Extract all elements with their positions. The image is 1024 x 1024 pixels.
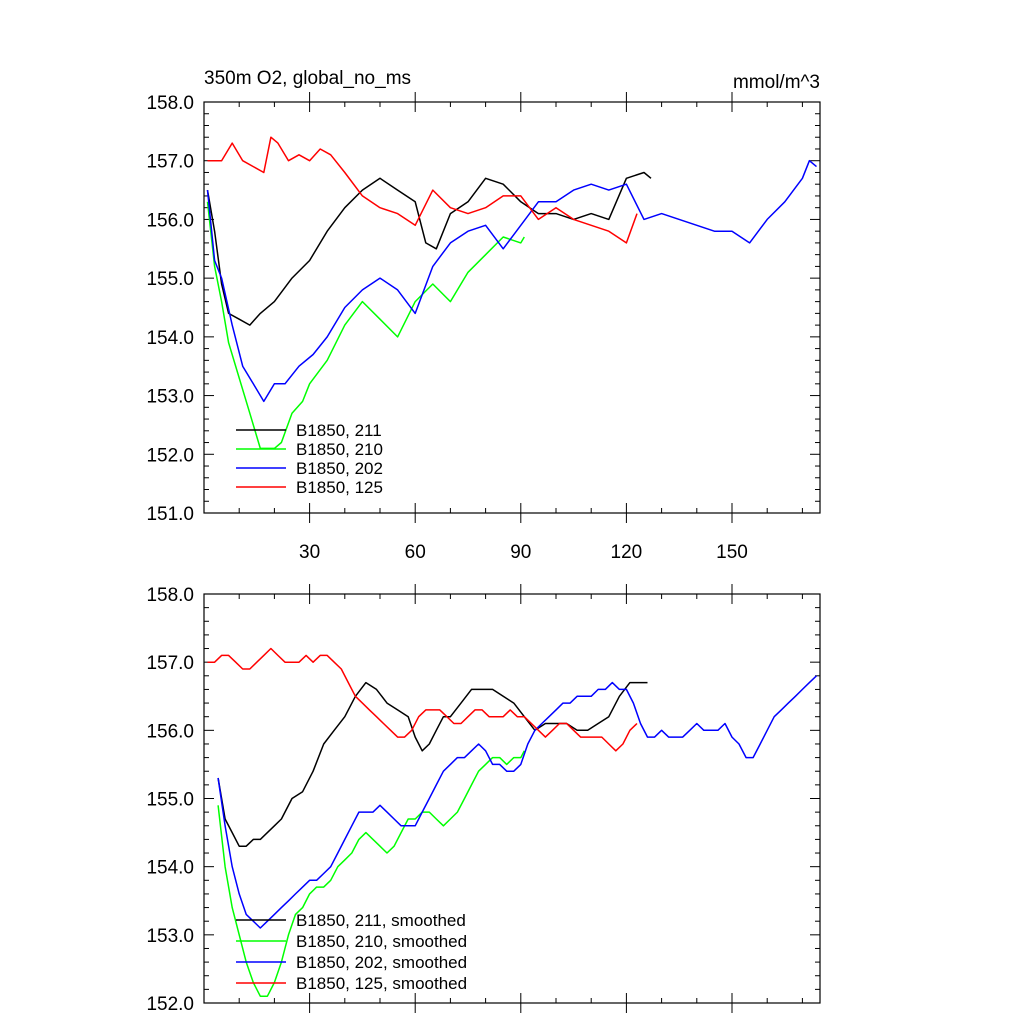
chart-title-right: mmol/m^3 [733,72,820,93]
x-tick-label: 90 [510,542,531,563]
legend-label: B1850, 210, smoothed [296,932,467,951]
top-panel: 151.0 152.0 153.0 154.0 155.0 156.0 157.0 158.0… [146,68,821,563]
y-tick-label: 156.0 [146,210,194,231]
series-line-b1850-211 [206,171,652,326]
legend-label: B1850, 125, smoothed [296,974,467,993]
y-tick-label: 154.0 [146,328,194,349]
y-tick-label: 153.0 [146,926,194,947]
series-line-b1850-125 [207,136,638,244]
y-tick-label: 154.0 [146,858,194,879]
series-line-b1850-210-smoothed [217,750,525,997]
series-line-b1850-210 [206,201,525,450]
plot-frame [203,101,821,514]
y-tick-label: 155.0 [146,269,194,290]
y-tick-label: 158.0 [146,93,194,114]
y-tick-label: 158.0 [146,585,194,606]
y-tick-label: 157.0 [146,152,194,173]
y-tick-label: 152.0 [146,445,194,466]
series-line-b1850-202 [206,159,817,403]
legend-label: B1850, 202 [296,459,383,478]
legend-label: B1850, 210 [296,440,383,459]
series-line-b1850-202-smoothed [217,675,818,929]
x-tick-label: 120 [611,542,643,563]
chart-title-left: 350m O2, global_no_ms [204,68,411,89]
legend-label: B1850, 211, smoothed [296,911,466,930]
y-tick-label: 151.0 [146,504,194,525]
bottom-panel: 152.0 153.0 154.0 155.0 156.0 157.0 158.0 B1850… [146,584,821,1015]
series-line-b1850-125-smoothed [207,647,638,752]
legend-label: B1850, 202, smoothed [296,953,467,972]
y-tick-label: 152.0 [146,994,194,1015]
series-line-b1850-211-smoothed [217,681,648,847]
y-tick-label: 157.0 [146,653,194,674]
y-tick-label: 155.0 [146,790,194,811]
y-tick-label: 156.0 [146,721,194,742]
x-tick-label: 30 [299,542,320,563]
y-tick-label: 153.0 [146,387,194,408]
x-tick-label: 60 [405,542,426,563]
legend-label: B1850, 125 [296,478,383,497]
x-tick-label: 150 [716,542,748,563]
legend-label: B1850, 211 [296,421,382,440]
